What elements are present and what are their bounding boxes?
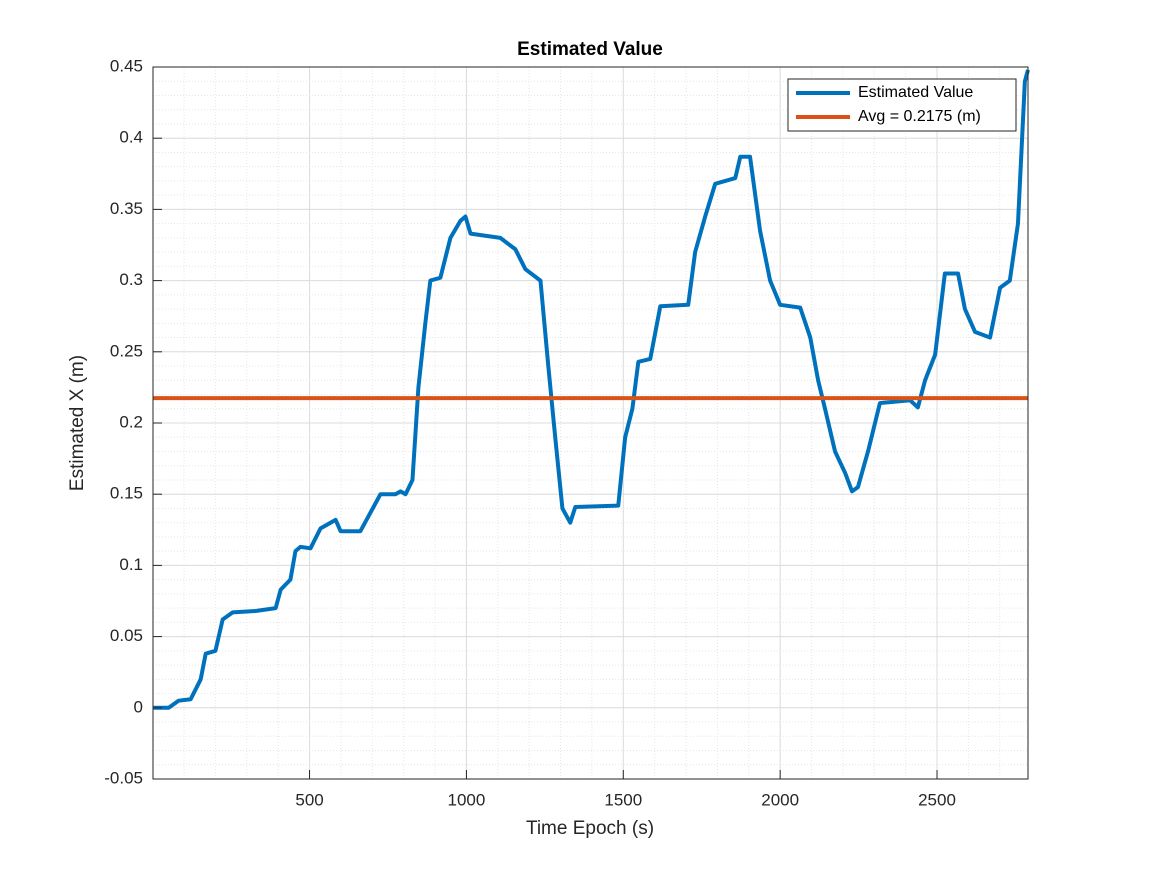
y-tick-label: -0.05 — [104, 768, 143, 787]
plot-area — [153, 69, 1030, 710]
y-tick-label: 0.1 — [119, 555, 143, 574]
legend-label: Avg = 0.2175 (m) — [858, 108, 981, 125]
x-tick-label: 500 — [295, 790, 323, 809]
ticks: 500 1000 1500 2000 2500 -0.05 0 0.05 0.1 0.15 0.2 0… — [104, 56, 956, 809]
x-tick-label: 1000 — [448, 790, 486, 809]
y-tick-label: 0.45 — [110, 56, 143, 75]
y-tick-label: 0.35 — [110, 199, 143, 218]
y-tick-label: 0.3 — [119, 270, 143, 289]
legend-label: Estimated Value — [858, 84, 973, 101]
legend: Estimated Value Avg = 0.2175 (m) — [787, 78, 1017, 132]
y-tick-label: 0.15 — [110, 484, 143, 503]
y-tick-label: 0.25 — [110, 341, 143, 360]
y-tick-label: 0.05 — [110, 626, 143, 645]
y-tick-label: 0.4 — [119, 128, 143, 147]
x-tick-label: 2500 — [918, 790, 956, 809]
x-tick-label: 2000 — [761, 790, 799, 809]
x-tick-label: 1500 — [604, 790, 642, 809]
y-axis-label: Estimated X (m) — [67, 355, 88, 491]
x-axis-label: Time Epoch (s) — [526, 818, 654, 839]
legend-box — [787, 78, 1017, 132]
y-tick-label: 0.2 — [119, 412, 143, 431]
y-tick-label: 0 — [134, 697, 143, 716]
chart-title: Estimated Value — [517, 39, 663, 60]
data-line — [153, 69, 1030, 710]
